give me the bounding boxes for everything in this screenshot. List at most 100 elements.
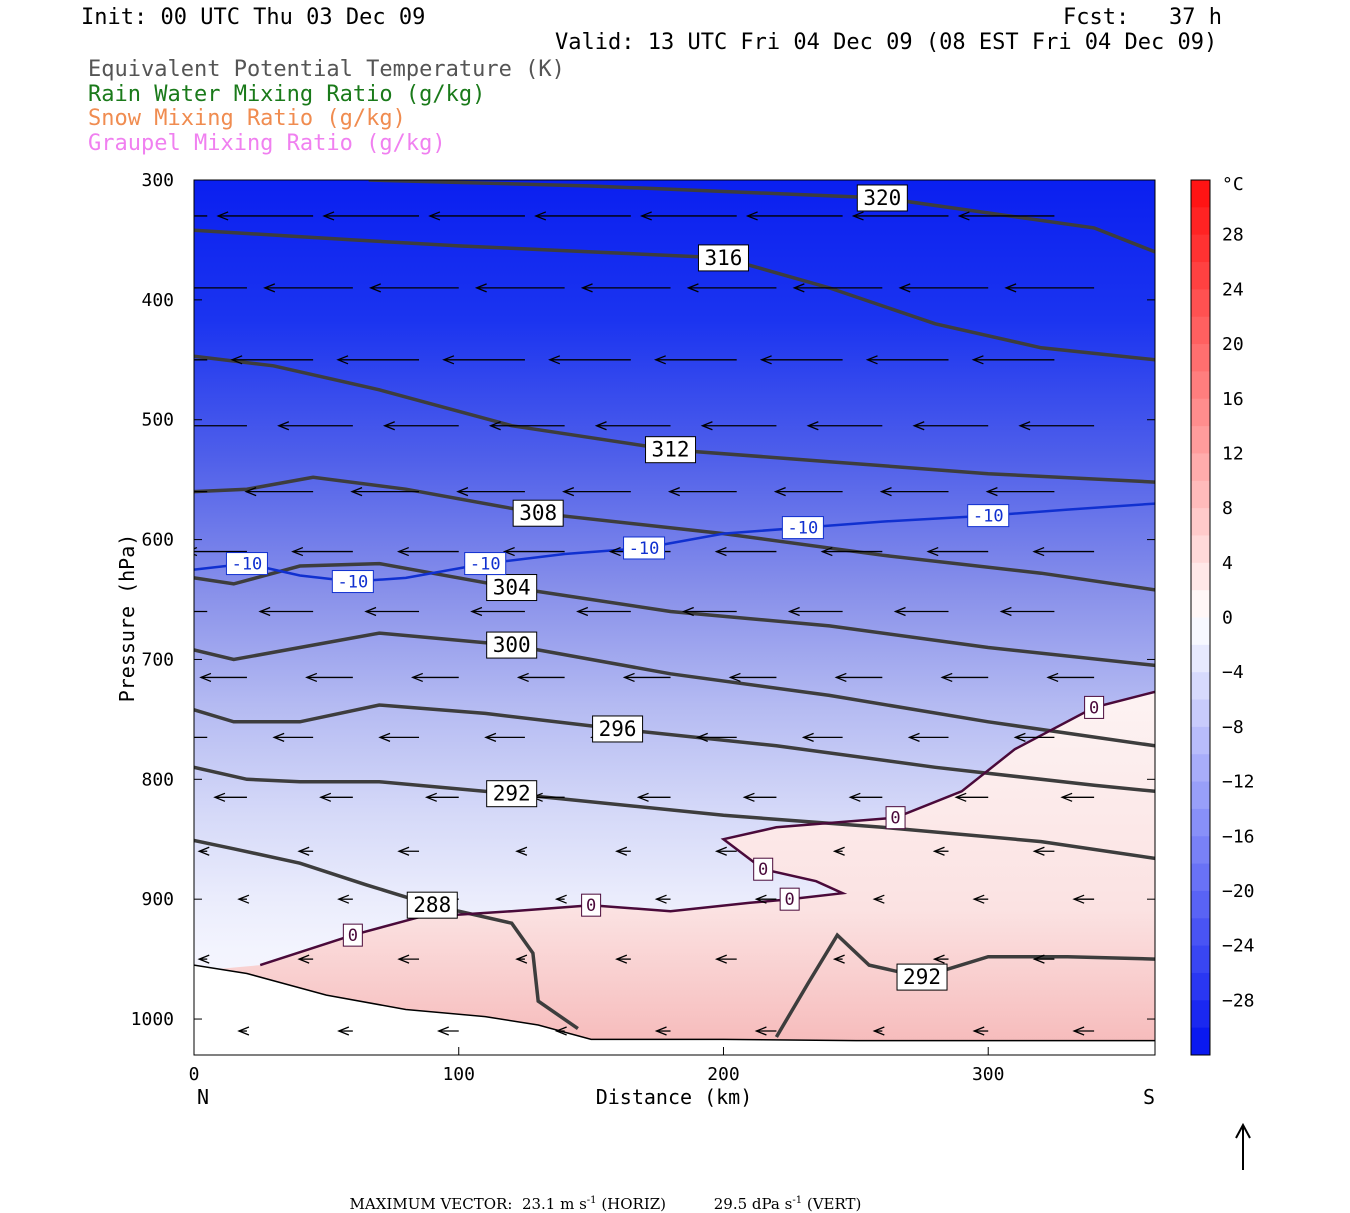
colorbar-tick-label: −4 bbox=[1222, 662, 1244, 683]
theta-e-label: 292 bbox=[896, 963, 948, 991]
wind-vector bbox=[336, 355, 420, 365]
wind-vector bbox=[851, 211, 949, 221]
colorbar-tick-label: 4 bbox=[1222, 553, 1233, 574]
wind-vector bbox=[806, 421, 883, 431]
svg-text:300: 300 bbox=[493, 633, 531, 657]
wind-vector bbox=[319, 792, 353, 802]
wind-vector bbox=[410, 672, 459, 683]
x-tick-label: 100 bbox=[442, 1064, 475, 1085]
colorbar-tick-label: 12 bbox=[1222, 443, 1244, 464]
colorbar-swatch bbox=[1191, 344, 1210, 372]
svg-text:316: 316 bbox=[705, 246, 743, 270]
theta-e-contour bbox=[194, 703, 1155, 794]
forecast-hour: Fcst: 37 h bbox=[1063, 5, 1222, 30]
wind-vector bbox=[985, 487, 1055, 497]
svg-text:312: 312 bbox=[652, 438, 690, 462]
wind-vector bbox=[194, 215, 208, 217]
colorbar-swatch bbox=[1191, 480, 1210, 509]
wind-vector bbox=[554, 894, 567, 904]
wind-vector bbox=[378, 732, 420, 742]
wind-vector bbox=[197, 954, 210, 964]
wind-vector bbox=[872, 1026, 885, 1036]
wind-vector bbox=[667, 487, 737, 497]
y-tick-label: 900 bbox=[141, 889, 174, 910]
wind-vector bbox=[773, 487, 843, 497]
wind-vector bbox=[305, 672, 353, 683]
x-axis-label: Distance (km) bbox=[596, 1085, 753, 1109]
legend-graupel: Graupel Mixing Ratio (g/kg) bbox=[88, 131, 446, 156]
colorbar-swatch bbox=[1191, 1000, 1210, 1029]
colorbar-swatch bbox=[1191, 508, 1210, 536]
temperature-label: -10 bbox=[331, 570, 374, 594]
north-label: N bbox=[197, 1085, 209, 1109]
cross-section-chart: 320316312308304300296292292288-10-10-10-… bbox=[115, 170, 1255, 1170]
colorbar-swatch bbox=[1191, 262, 1210, 290]
colorbar-swatch bbox=[1191, 781, 1210, 810]
wind-vector bbox=[277, 421, 353, 431]
wind-vector bbox=[272, 732, 314, 742]
wind-vector bbox=[714, 846, 737, 856]
colorbar-swatch bbox=[1191, 672, 1210, 701]
wind-vector bbox=[714, 954, 737, 964]
wind-vector bbox=[742, 792, 777, 802]
temperature-label: -10 bbox=[464, 552, 507, 576]
wind-vector bbox=[872, 894, 885, 904]
colorbar-swatch bbox=[1191, 836, 1210, 865]
colorbar-tick-label: −24 bbox=[1222, 936, 1255, 957]
wind-vector bbox=[258, 606, 314, 617]
svg-text:0: 0 bbox=[586, 896, 596, 916]
wind-vector bbox=[832, 954, 845, 964]
wind-vector bbox=[397, 954, 420, 964]
colorbar-tick-label: −12 bbox=[1222, 772, 1255, 793]
wind-vector bbox=[396, 546, 459, 557]
wind-vector bbox=[580, 283, 671, 293]
temperature-label: 0 bbox=[1084, 695, 1105, 719]
wind-vector bbox=[576, 606, 631, 617]
wind-vector bbox=[1032, 546, 1095, 557]
wind-vector bbox=[653, 355, 737, 365]
wind-vector bbox=[957, 211, 1055, 221]
y-tick-label: 300 bbox=[141, 170, 174, 191]
colorbar-tick-label: −8 bbox=[1222, 717, 1244, 738]
wind-vector bbox=[907, 732, 949, 742]
wind-vector bbox=[1018, 421, 1095, 431]
colorbar-swatch bbox=[1191, 316, 1210, 345]
reference-vector-icon bbox=[1235, 1122, 1251, 1170]
x-tick-label: 300 bbox=[972, 1064, 1005, 1085]
colorbar-tick-label: 24 bbox=[1222, 279, 1244, 300]
wind-vector bbox=[368, 283, 459, 293]
south-label: S bbox=[1143, 1085, 1155, 1109]
wind-vector bbox=[972, 1026, 989, 1036]
wind-vector bbox=[199, 672, 247, 683]
wind-vector bbox=[695, 732, 737, 742]
wind-vector bbox=[971, 355, 1055, 365]
wind-vector bbox=[700, 421, 777, 431]
colorbar-swatch bbox=[1191, 972, 1210, 1001]
x-tick-label: 200 bbox=[707, 1064, 740, 1085]
below-ground-mask bbox=[194, 965, 1155, 1055]
colorbar-swatch bbox=[1191, 726, 1210, 755]
wind-vector bbox=[428, 211, 525, 221]
colorbar-swatch bbox=[1191, 371, 1210, 400]
y-tick-label: 800 bbox=[141, 769, 174, 790]
wind-vector bbox=[244, 487, 314, 497]
colorbar-swatch bbox=[1191, 234, 1210, 263]
theta-e-label: 308 bbox=[512, 499, 564, 527]
theta-e-label: 288 bbox=[406, 891, 458, 919]
wind-vector bbox=[230, 355, 314, 365]
wind-vector bbox=[194, 610, 208, 613]
wind-vector bbox=[1004, 283, 1095, 293]
colorbar-swatch bbox=[1191, 426, 1210, 454]
svg-text:320: 320 bbox=[863, 186, 901, 210]
theta-e-label: 316 bbox=[697, 244, 749, 272]
colorbar-swatch bbox=[1191, 289, 1210, 318]
wind-vector bbox=[801, 732, 843, 742]
colorbar-swatch bbox=[1191, 453, 1210, 482]
theta-e-label: 312 bbox=[645, 436, 697, 464]
colorbar-swatch bbox=[1191, 617, 1210, 646]
maximum-vector-note: MAXIMUM VECTOR: 23.1 m s-1 (HORIZ) 29.5 … bbox=[349, 1195, 862, 1213]
wind-vector bbox=[1032, 954, 1055, 964]
legend-snow: Snow Mixing Ratio (g/kg) bbox=[88, 106, 406, 131]
wind-vector bbox=[832, 846, 845, 856]
theta-e-label: 304 bbox=[486, 574, 538, 602]
